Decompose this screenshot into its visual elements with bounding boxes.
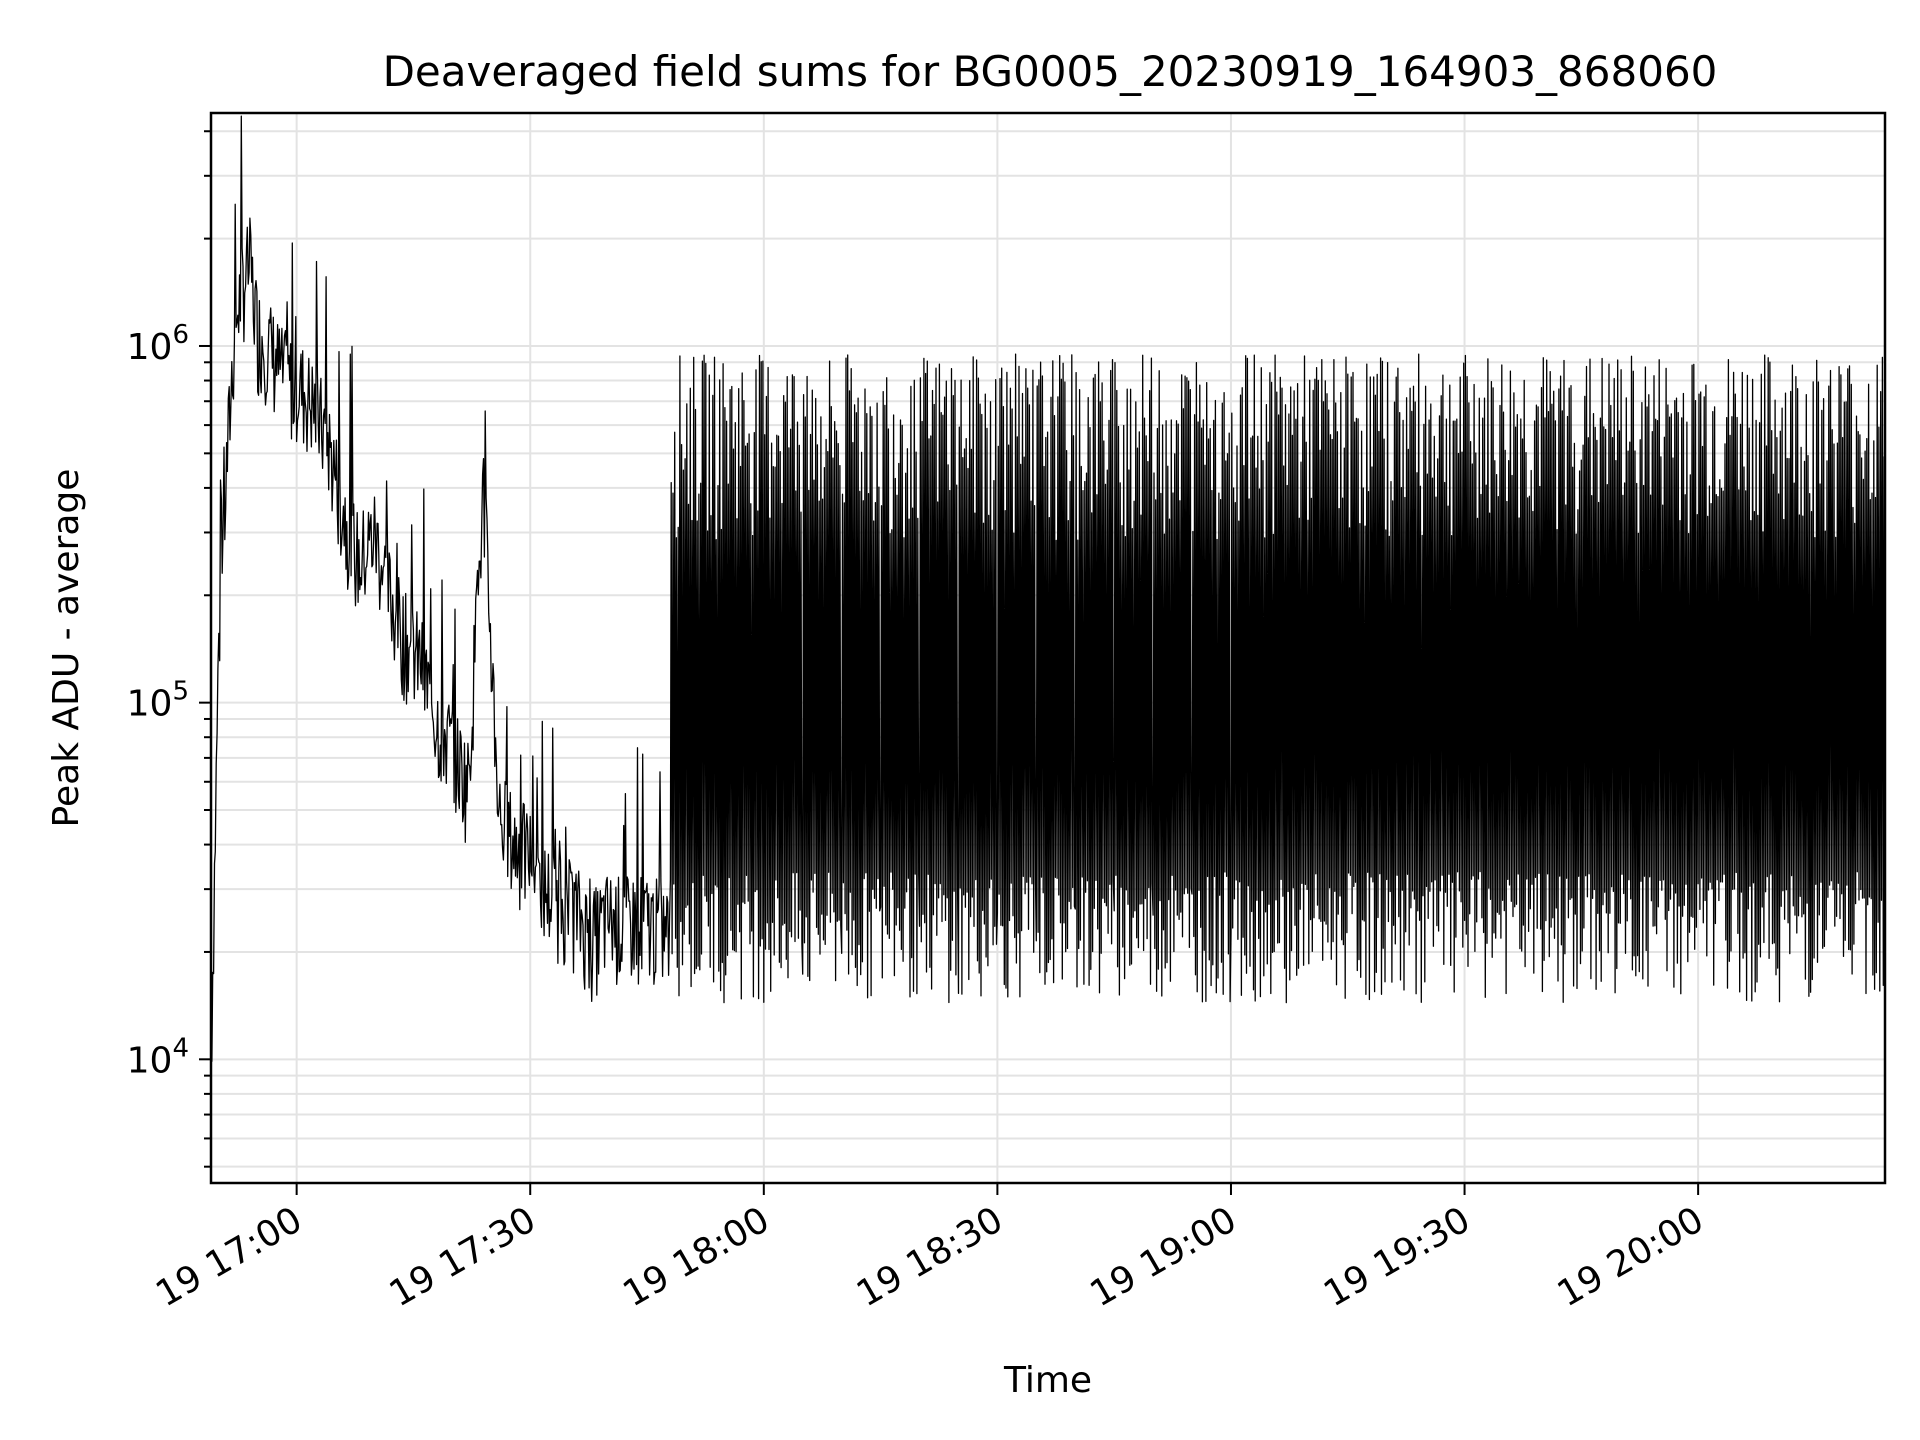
x-tick-label: 19 19:30 xyxy=(1317,1199,1477,1315)
chart-title: Deaveraged field sums for BG0005_2023091… xyxy=(383,47,1718,96)
x-tick-label: 19 17:00 xyxy=(149,1199,309,1315)
y-axis-label: Peak ADU - average xyxy=(46,469,87,828)
x-tick-label: 19 18:00 xyxy=(616,1199,776,1315)
x-tick-label: 19 20:00 xyxy=(1551,1199,1711,1315)
x-axis-label: Time xyxy=(1003,1360,1092,1401)
plot-frame xyxy=(209,111,1887,1185)
x-tick-label: 19 17:30 xyxy=(383,1199,543,1315)
data-series-line xyxy=(210,115,1886,1062)
y-tick-label: 106 xyxy=(127,320,189,368)
series-layer xyxy=(210,115,1886,1062)
y-tick-label: 104 xyxy=(127,1033,189,1081)
y-tick-label: 105 xyxy=(127,677,189,725)
x-tick-label: 19 19:00 xyxy=(1084,1199,1244,1315)
x-tick-label: 19 18:30 xyxy=(850,1199,1010,1315)
